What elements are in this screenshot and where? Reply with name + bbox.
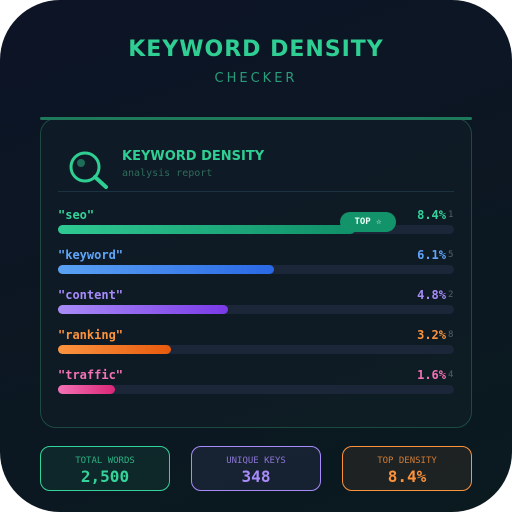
keyword-count: 2 (448, 290, 454, 300)
stat-label: UNIQUE KEYS (226, 456, 286, 466)
search-icon (69, 151, 108, 189)
card-accent (40, 117, 472, 120)
keyword-name: "keyword" (58, 248, 124, 262)
keyword-name: "seo" (58, 208, 95, 222)
bar-track (58, 385, 454, 394)
keyword-density: 3.2% (417, 328, 446, 342)
card-title: KEYWORD DENSITY (122, 149, 265, 164)
title: KEYWORD DENSITY (128, 37, 384, 62)
keyword-density: 6.1% (417, 248, 446, 262)
top-badge: TOP ☆ (340, 212, 396, 232)
stat-label: TOTAL WORDS (75, 456, 135, 466)
card-subtitle: analysis report (122, 168, 213, 179)
keyword-count: 4 (448, 370, 454, 380)
keyword-count: 1 (448, 210, 454, 220)
stat-value: 2,500 (80, 467, 130, 486)
bar-track (58, 305, 454, 314)
density-bar (58, 225, 355, 234)
keyword-name: "content" (58, 288, 124, 302)
density-bar (58, 305, 228, 314)
keyword-name: "ranking" (58, 328, 124, 342)
keyword-name: "traffic" (58, 368, 124, 382)
density-bar (58, 385, 115, 394)
subtitle: CHECKER (214, 71, 298, 86)
stat-label: TOP DENSITY (377, 456, 437, 466)
bar-track (58, 345, 454, 354)
stat-box: TOP DENSITY 8.4% (342, 446, 472, 491)
keyword-density: 4.8% (417, 288, 446, 302)
stat-value: 8.4% (387, 467, 427, 486)
keyword-density: 8.4% (417, 208, 446, 222)
density-bar (58, 265, 274, 274)
divider (58, 191, 454, 192)
keyword-count: 8 (448, 330, 454, 340)
stat-box: TOTAL WORDS 2,500 (40, 446, 170, 491)
density-bar (58, 345, 172, 354)
keyword-density: 1.6% (417, 368, 446, 382)
stat-box: UNIQUE KEYS 348 (191, 446, 321, 491)
keyword-count: 5 (448, 250, 454, 260)
stat-value: 348 (241, 467, 271, 486)
